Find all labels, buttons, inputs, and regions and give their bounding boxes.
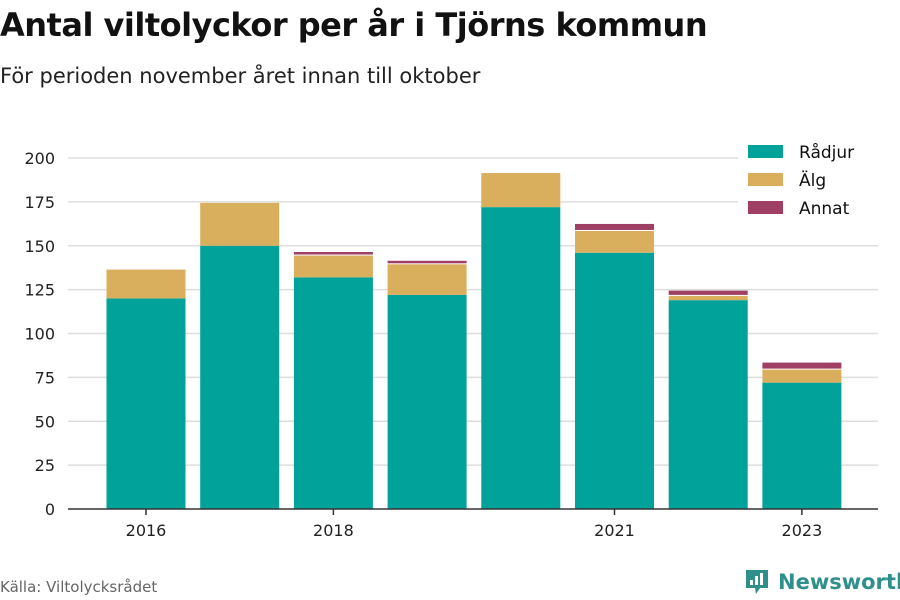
bar-rådjur-2017[interactable] xyxy=(200,245,280,509)
legend-label-älg: Älg xyxy=(799,170,826,191)
legend-swatch-rådjur xyxy=(748,145,783,158)
chart-subtitle: För perioden november året innan till ok… xyxy=(0,64,481,88)
x-tick-label: 2023 xyxy=(782,521,823,540)
bar-rådjur-2016[interactable] xyxy=(106,298,186,509)
bar-älg-2017[interactable] xyxy=(200,202,280,246)
legend-label-rådjur: Rådjur xyxy=(799,142,854,163)
bar-annat-2022[interactable] xyxy=(668,290,748,295)
bar-rådjur-2022[interactable] xyxy=(668,300,748,509)
y-tick-label: 175 xyxy=(24,193,55,212)
y-tick-label: 100 xyxy=(24,325,55,344)
y-tick-label: 200 xyxy=(24,149,55,168)
chart-title: Antal viltolyckor per år i Tjörns kommun xyxy=(0,6,708,44)
bar-rådjur-2018[interactable] xyxy=(293,277,373,509)
legend-swatch-annat xyxy=(748,201,783,214)
bar-rådjur-2023[interactable] xyxy=(762,382,842,509)
x-tick-label: 2016 xyxy=(126,521,167,540)
bar-annat-2018[interactable] xyxy=(293,252,373,255)
bar-annat-2023[interactable] xyxy=(762,362,842,369)
brand-name: Newsworthy xyxy=(778,570,900,594)
y-tick-label: 25 xyxy=(35,456,55,475)
legend-label-annat: Annat xyxy=(799,199,850,219)
bar-älg-2018[interactable] xyxy=(293,255,373,278)
bar-rådjur-2019[interactable] xyxy=(387,294,467,509)
bar-älg-2021[interactable] xyxy=(575,230,654,253)
x-tick-label: 2021 xyxy=(594,521,635,540)
y-tick-label: 125 xyxy=(24,281,55,300)
bar-annat-2021[interactable] xyxy=(575,223,654,230)
brand-logo[interactable]: Newsworthy xyxy=(744,568,900,596)
bar-älg-2022[interactable] xyxy=(668,295,748,301)
bar-älg-2019[interactable] xyxy=(387,264,467,295)
y-tick-label: 75 xyxy=(35,368,55,387)
x-tick-label: 2018 xyxy=(313,521,354,540)
bar-älg-2023[interactable] xyxy=(762,369,842,383)
y-tick-label: 50 xyxy=(35,412,55,431)
legend-swatch-älg xyxy=(748,173,783,186)
source-note: Källa: Viltolycksrådet xyxy=(0,578,158,596)
stacked-bar-chart: 0 25 50 75 100 125 150 175 200 2016 2018 2021 2023 R… xyxy=(24,142,878,540)
bar-rådjur-2020[interactable] xyxy=(481,207,561,509)
y-tick-label: 0 xyxy=(45,500,55,519)
newsworthy-logo-icon xyxy=(746,570,768,594)
bar-rådjur-2021[interactable] xyxy=(575,252,654,509)
bar-annat-2019[interactable] xyxy=(387,260,467,264)
bar-älg-2016[interactable] xyxy=(106,269,186,299)
bar-älg-2020[interactable] xyxy=(481,173,561,208)
y-tick-label: 150 xyxy=(24,237,55,256)
